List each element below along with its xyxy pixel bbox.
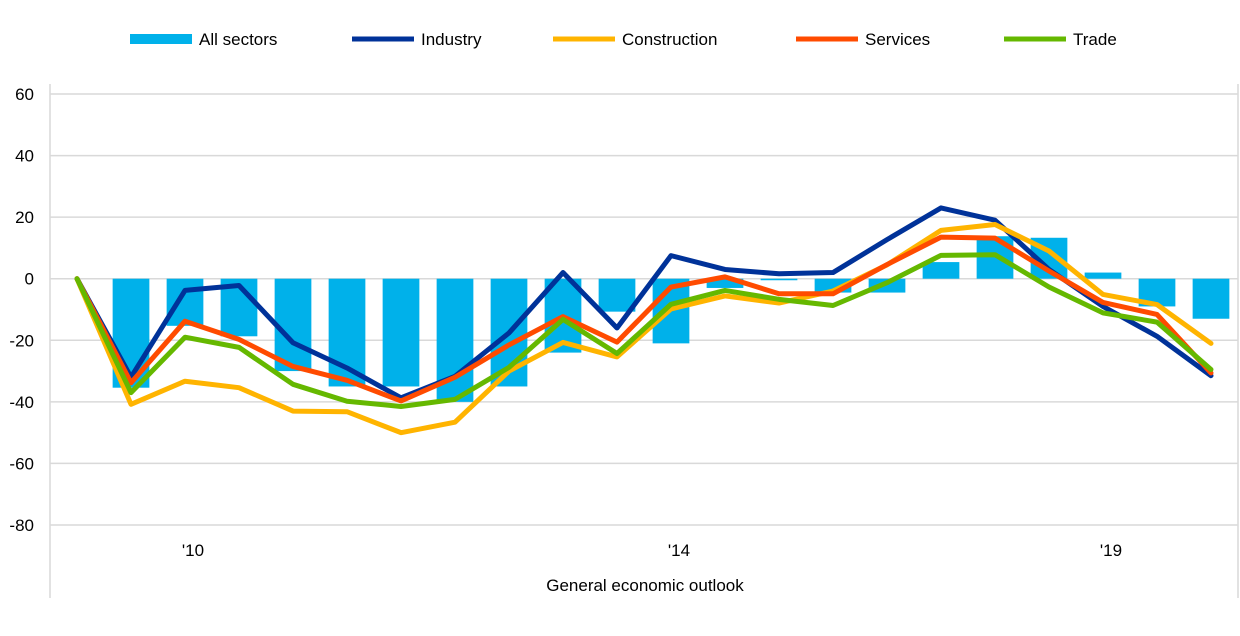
bar-all-sectors bbox=[706, 278, 744, 288]
y-tick-label: -80 bbox=[9, 516, 34, 535]
x-tick-label: '19 bbox=[1100, 541, 1122, 560]
gridlines bbox=[50, 93, 1238, 526]
line-services bbox=[74, 234, 1214, 404]
bar-all-sectors bbox=[166, 278, 204, 326]
line-series bbox=[74, 205, 1214, 436]
x-tick-label: '10 bbox=[182, 541, 204, 560]
y-tick-label: -40 bbox=[9, 393, 34, 412]
bar-all-sectors bbox=[1192, 278, 1230, 319]
legend-item-construction: Construction bbox=[553, 30, 717, 49]
y-tick-label: -20 bbox=[9, 331, 34, 350]
y-tick-label: 40 bbox=[15, 147, 34, 166]
legend-swatch bbox=[130, 34, 192, 44]
bar-all-sectors bbox=[760, 278, 798, 281]
legend-item-all-sectors: All sectors bbox=[130, 30, 277, 49]
bar-all-sectors bbox=[598, 278, 636, 312]
bar-all-sectors bbox=[1084, 272, 1122, 279]
legend-label: Trade bbox=[1073, 30, 1117, 49]
x-axis-ticks: '10 '14 '19 bbox=[182, 541, 1122, 560]
y-axis-ticks: 60 40 20 0 -20 -40 -60 -80 bbox=[9, 85, 34, 535]
legend-label: Services bbox=[865, 30, 930, 49]
bar-all-sectors bbox=[274, 278, 312, 372]
line-industry bbox=[74, 205, 1214, 401]
y-tick-label: 20 bbox=[15, 208, 34, 227]
x-tick-label: '14 bbox=[668, 541, 690, 560]
legend-label: All sectors bbox=[199, 30, 277, 49]
legend-item-services: Services bbox=[796, 30, 930, 49]
bar-all-sectors bbox=[382, 278, 420, 387]
y-tick-label: -60 bbox=[9, 454, 34, 473]
legend-item-trade: Trade bbox=[1004, 30, 1117, 49]
y-tick-label: 0 bbox=[25, 270, 34, 289]
line-trade bbox=[74, 252, 1214, 409]
legend-item-industry: Industry bbox=[352, 30, 482, 49]
legend: All sectors Industry Construction Services T… bbox=[130, 30, 1117, 49]
bar-all-sectors bbox=[922, 262, 960, 279]
legend-label: Construction bbox=[622, 30, 717, 49]
legend-label: Industry bbox=[421, 30, 482, 49]
line-construction bbox=[74, 222, 1214, 436]
y-tick-label: 60 bbox=[15, 85, 34, 104]
x-axis-label: General economic outlook bbox=[546, 576, 744, 595]
